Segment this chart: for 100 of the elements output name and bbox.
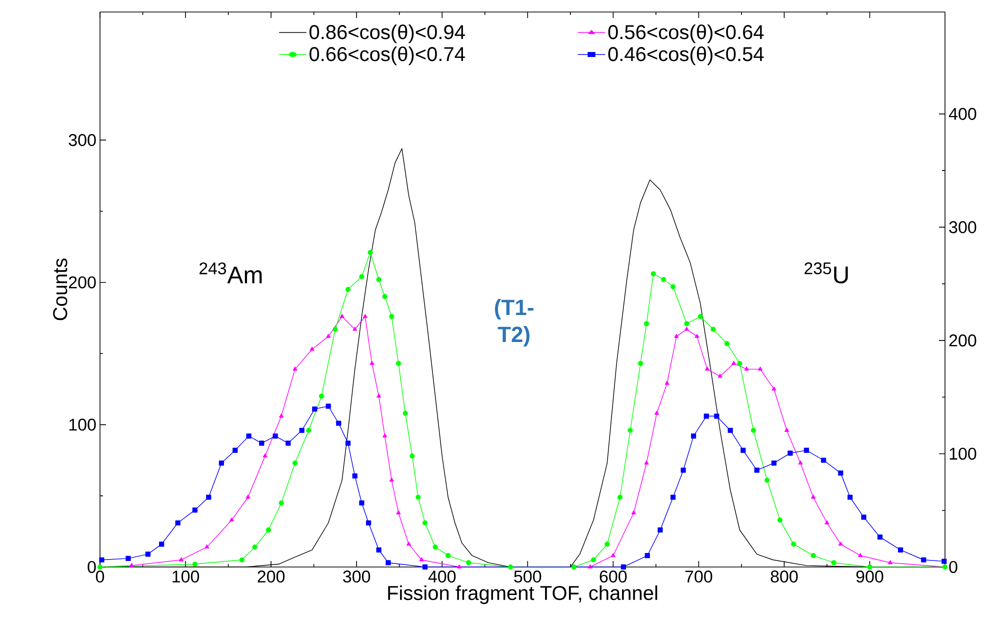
point [684, 326, 689, 331]
point [628, 428, 633, 433]
point [389, 478, 394, 482]
point [740, 448, 746, 453]
point [821, 458, 826, 463]
x-tick-label: 900 [856, 570, 884, 583]
point [620, 564, 626, 570]
point [804, 448, 809, 453]
point [810, 553, 816, 558]
point [318, 394, 324, 399]
point [376, 394, 382, 398]
point [370, 360, 374, 365]
point [292, 366, 298, 371]
point [145, 552, 150, 557]
point [456, 564, 462, 568]
point [638, 360, 644, 366]
point [278, 500, 284, 506]
point [644, 553, 650, 558]
point [617, 494, 623, 500]
point [661, 276, 666, 282]
point [831, 560, 836, 566]
point [824, 520, 830, 524]
x-axis-title: Fission fragment TOF, channel [388, 585, 658, 604]
x-tick-label: 700 [685, 570, 712, 583]
x-tick-label: 0 [96, 570, 104, 583]
point [292, 460, 298, 466]
annotation: $^{243}$Am [200, 262, 262, 284]
point [410, 453, 415, 459]
point [396, 360, 402, 366]
x-tick-label: 800 [770, 570, 798, 583]
point [422, 564, 428, 570]
legend-label: 0.86<cos(θ)<0.94 [310, 24, 465, 44]
point [239, 557, 245, 562]
x-tick-label: 300 [343, 570, 370, 583]
point [206, 494, 212, 500]
point [389, 314, 394, 320]
point [386, 560, 391, 566]
x-tick-label: 400 [428, 570, 456, 583]
y2-tick-label: 100 [950, 448, 976, 460]
point [664, 380, 670, 385]
point [644, 321, 650, 326]
point [754, 468, 760, 473]
point [376, 276, 382, 282]
y-tick-label: 200 [68, 276, 96, 288]
point [432, 544, 438, 550]
point [345, 286, 351, 292]
point [99, 557, 104, 562]
point [352, 473, 358, 478]
point [728, 428, 733, 433]
legend-label: 0.66<cos(θ)<0.74 [310, 46, 465, 66]
point [466, 560, 472, 566]
point [698, 314, 703, 320]
point [644, 460, 649, 465]
point [192, 562, 198, 567]
annotation: $^{235}$U [804, 262, 848, 284]
point [942, 558, 947, 564]
point [279, 414, 284, 418]
legend-label: 0.56<cos(θ)<0.64 [608, 24, 764, 44]
y-axis-title: Counts [53, 258, 68, 320]
point [266, 527, 272, 533]
point [704, 414, 709, 419]
x-tick-label: 100 [172, 570, 200, 583]
y2-tick-label: 200 [949, 334, 976, 346]
point [784, 428, 790, 432]
point [590, 557, 596, 562]
point [359, 500, 364, 506]
point [508, 564, 514, 570]
y-tick-label: 100 [69, 418, 96, 431]
point [204, 544, 210, 549]
point [259, 440, 264, 446]
point [382, 434, 388, 438]
point [650, 271, 656, 276]
x-tick-label: 600 [600, 570, 627, 583]
point [772, 386, 776, 391]
point [382, 294, 388, 300]
point [310, 346, 314, 351]
point [631, 510, 636, 514]
point [272, 434, 278, 439]
point [764, 478, 770, 483]
point [888, 560, 893, 564]
point [246, 494, 250, 499]
point [175, 520, 180, 526]
point [366, 520, 372, 526]
point [838, 542, 843, 546]
point [159, 542, 164, 547]
point [406, 542, 412, 546]
point [416, 494, 421, 500]
point [704, 366, 710, 371]
point [402, 410, 408, 416]
point [179, 557, 184, 562]
point [680, 468, 686, 473]
point [368, 250, 373, 256]
point [710, 326, 716, 332]
point [777, 517, 782, 523]
point [848, 494, 853, 500]
point [750, 428, 756, 433]
point [419, 557, 424, 562]
point [396, 510, 401, 514]
y2-tick-label: 400 [948, 108, 976, 120]
legend-label: 0.46<cos(θ)<0.54 [608, 46, 764, 66]
